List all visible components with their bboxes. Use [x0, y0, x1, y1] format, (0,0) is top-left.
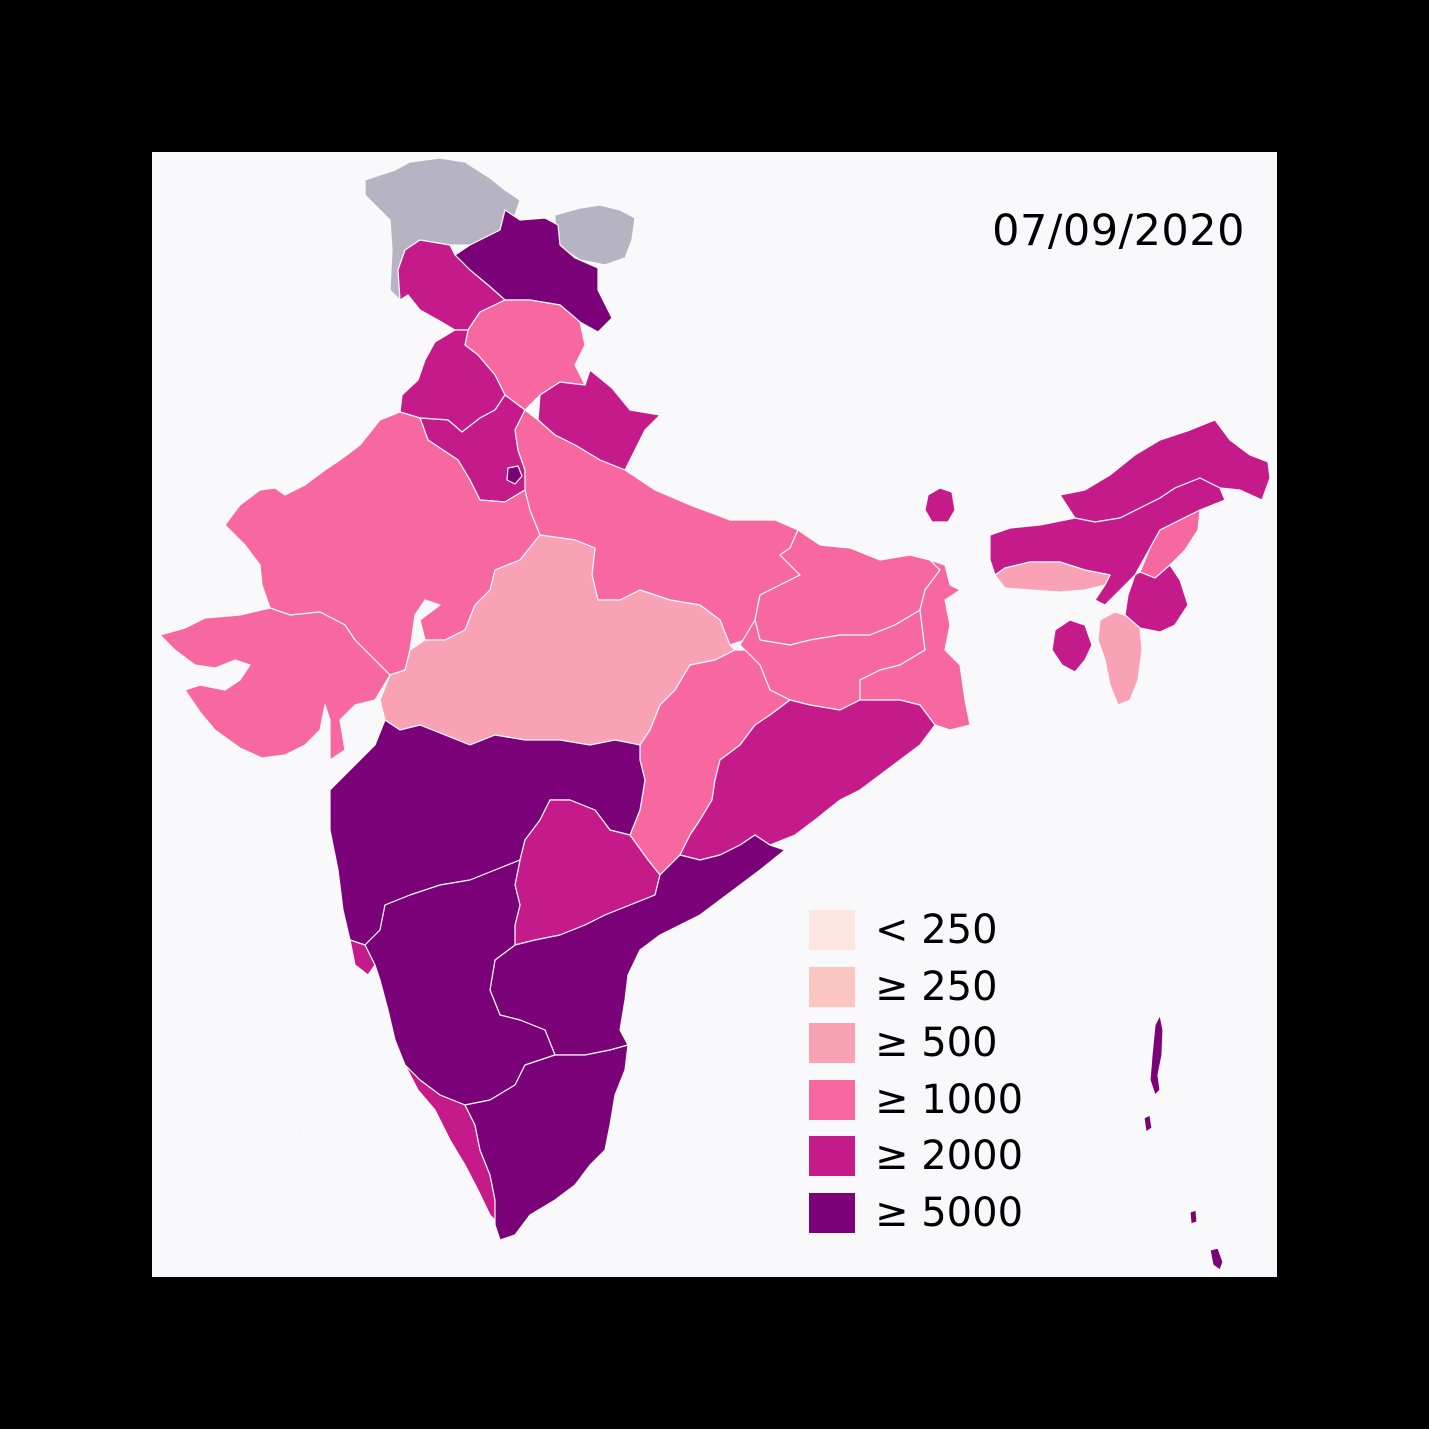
- region-andaman-island-south: [1143, 1114, 1153, 1133]
- date-label: 07/09/2020: [992, 206, 1245, 256]
- legend-label: ≥ 250: [875, 963, 998, 1010]
- legend-label: ≥ 5000: [875, 1189, 1024, 1236]
- legend: < 250 ≥ 250 ≥ 500 ≥ 1000 ≥ 2000 ≥ 5000: [809, 910, 1023, 1249]
- region-odisha: [679, 699, 936, 861]
- region-meghalaya: [994, 561, 1111, 593]
- legend-swatch: [809, 1079, 855, 1120]
- region-nagaland: [1139, 509, 1201, 579]
- region-andaman-island-north: [1149, 1014, 1164, 1096]
- legend-label: ≥ 2000: [875, 1133, 1024, 1179]
- region-delhi: [506, 465, 523, 485]
- legend-swatch: [809, 1023, 855, 1063]
- region-rajasthan: [224, 411, 541, 676]
- legend-item-ge-1000: ≥ 1000: [809, 1076, 1024, 1137]
- region-gilgit-baltistan: [364, 157, 521, 301]
- map-panel: 07/09/2020 < 250 ≥ 250 ≥ 500 ≥ 1000 ≥ 20…: [152, 152, 1277, 1277]
- region-karnataka: [364, 859, 556, 1106]
- legend-swatch: [809, 1136, 855, 1176]
- region-tripura: [1051, 619, 1093, 673]
- legend-swatch: [809, 1192, 855, 1233]
- region-lakshadweep: [297, 1129, 302, 1134]
- legend-label: ≥ 1000: [875, 1076, 1024, 1123]
- legend-label: < 250: [875, 907, 998, 953]
- india-choropleth-map: [152, 152, 1277, 1277]
- region-nicobar-island-1: [1189, 1209, 1198, 1225]
- region-manipur: [1124, 564, 1189, 633]
- region-nicobar-island-2: [1209, 1247, 1224, 1271]
- region-andhra-pradesh: [489, 834, 786, 1056]
- legend-item-ge-5000: ≥ 5000: [809, 1189, 1024, 1250]
- region-mizoram: [1097, 611, 1143, 706]
- legend-swatch: [809, 966, 855, 1007]
- region-sikkim: [924, 487, 956, 523]
- legend-item-ge-500: ≥ 500: [809, 1023, 1023, 1080]
- legend-item-ge-2000: ≥ 2000: [809, 1136, 1023, 1193]
- region-tamil-nadu: [464, 1044, 629, 1241]
- region-goa: [349, 939, 376, 976]
- region-gujarat: [159, 607, 391, 761]
- legend-swatch: [809, 910, 855, 950]
- region-uttar-pradesh: [514, 409, 801, 646]
- legend-label: ≥ 500: [875, 1020, 998, 1066]
- legend-item-lt-250: < 250: [809, 910, 1023, 967]
- legend-item-ge-250: ≥ 250: [809, 963, 1023, 1024]
